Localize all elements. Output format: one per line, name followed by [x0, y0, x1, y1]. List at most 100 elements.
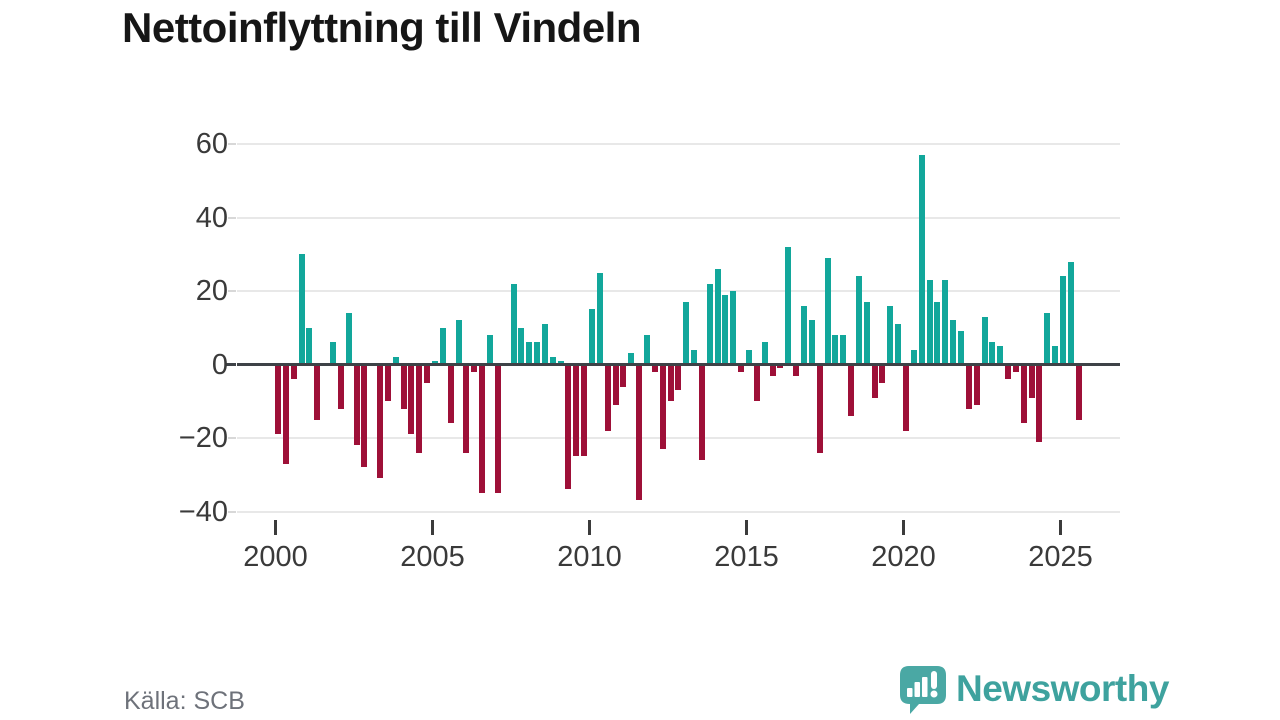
bar	[714, 268, 721, 365]
bar	[816, 364, 823, 453]
bar	[416, 364, 423, 453]
x-tick-label: 2020	[871, 541, 936, 573]
y-tick-label: 20	[195, 275, 228, 307]
bar	[636, 364, 643, 501]
bar	[526, 342, 533, 365]
y-tick-label: −40	[178, 495, 228, 528]
x-tick-label: 2000	[243, 541, 308, 573]
bar	[353, 364, 360, 446]
bar	[581, 364, 588, 457]
bar	[683, 302, 690, 365]
bar	[997, 346, 1004, 365]
bar	[848, 364, 855, 416]
y-tick-mark	[228, 510, 236, 513]
logo-text: Newsworthy	[956, 668, 1169, 709]
bar	[879, 364, 886, 383]
x-tick-mark	[274, 520, 277, 535]
bar	[1036, 364, 1043, 442]
logo-exclamation-dot	[930, 690, 938, 698]
x-tick-label: 2025	[1028, 541, 1093, 573]
bar	[730, 291, 737, 365]
bar	[643, 335, 650, 365]
bar	[691, 349, 698, 365]
bar	[675, 364, 682, 391]
bar	[1012, 364, 1019, 372]
bar	[855, 276, 862, 365]
bar	[871, 364, 878, 398]
bar	[746, 349, 752, 365]
bar	[651, 364, 658, 372]
bar	[604, 364, 611, 431]
y-gridline	[237, 290, 1120, 292]
bar	[628, 353, 635, 365]
bar	[777, 364, 784, 369]
bar	[384, 364, 391, 402]
bar	[824, 257, 831, 365]
bar	[400, 364, 407, 409]
bar	[706, 283, 713, 365]
bar	[432, 360, 438, 365]
bar	[518, 327, 525, 365]
x-tick-mark	[431, 520, 434, 535]
bar	[910, 349, 917, 365]
zero-axis-line	[237, 363, 1120, 366]
bar	[722, 294, 729, 365]
bar	[541, 324, 548, 365]
bar	[471, 364, 478, 372]
bar	[573, 364, 580, 457]
bar	[463, 364, 470, 453]
x-tick-mark	[745, 520, 748, 535]
bar	[903, 364, 909, 431]
newsworthy-logo: Newsworthy	[898, 664, 1169, 716]
bar	[1005, 364, 1012, 380]
bar	[761, 342, 768, 365]
bar	[377, 364, 384, 479]
bar	[345, 313, 352, 365]
bar	[887, 305, 894, 365]
logo-bar-2	[914, 682, 920, 697]
bar	[659, 364, 666, 450]
bar	[934, 302, 941, 365]
bar	[1075, 364, 1082, 420]
bar	[479, 364, 486, 494]
bar	[486, 335, 493, 365]
bar	[926, 279, 933, 365]
bar	[565, 364, 572, 490]
bar	[832, 335, 839, 365]
x-tick-label: 2015	[714, 541, 779, 573]
bar	[973, 364, 980, 405]
bar	[769, 364, 776, 376]
bar	[282, 364, 289, 464]
bar	[549, 357, 556, 365]
bar	[408, 364, 415, 435]
y-tick-label: 40	[195, 201, 228, 234]
bar	[620, 364, 627, 387]
bar	[612, 364, 619, 405]
x-tick-mark	[588, 520, 591, 535]
bar	[989, 342, 996, 365]
y-gridline	[237, 510, 1120, 513]
bar	[447, 364, 454, 424]
bar	[298, 254, 305, 365]
logo-bar-3	[922, 677, 928, 697]
bar	[306, 327, 313, 365]
x-tick-label: 2005	[400, 541, 465, 573]
bar	[275, 364, 281, 435]
bar	[738, 364, 745, 372]
bar	[840, 335, 847, 365]
x-tick-mark	[1059, 520, 1062, 535]
x-tick-mark	[902, 520, 905, 535]
bar	[337, 364, 344, 409]
bar	[1052, 346, 1059, 365]
bar	[596, 272, 603, 365]
bar	[589, 309, 595, 365]
y-tick-mark-zero	[225, 363, 236, 366]
bar	[950, 320, 957, 365]
bar	[424, 364, 431, 383]
y-tick-mark	[228, 143, 236, 145]
y-tick-mark	[228, 290, 236, 292]
y-gridline	[237, 437, 1120, 439]
bar	[510, 283, 517, 365]
bar	[392, 357, 399, 365]
